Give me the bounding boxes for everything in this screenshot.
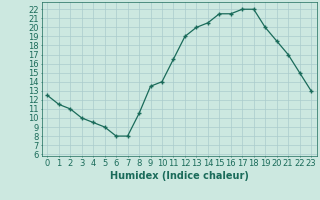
X-axis label: Humidex (Indice chaleur): Humidex (Indice chaleur)	[110, 171, 249, 181]
